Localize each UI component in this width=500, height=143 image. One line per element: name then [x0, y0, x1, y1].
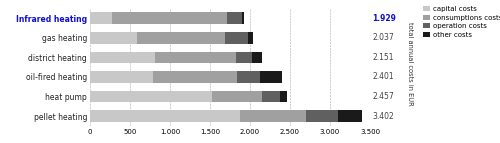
Text: 2.151: 2.151 [372, 53, 394, 62]
Text: 2.037: 2.037 [372, 33, 394, 42]
Bar [248, 32, 253, 44]
Bar [260, 71, 282, 83]
Bar [236, 52, 252, 63]
Bar [237, 71, 260, 83]
Text: 2.401: 2.401 [372, 73, 394, 82]
Text: total annual costs in EUR: total annual costs in EUR [407, 22, 413, 106]
Bar [155, 52, 236, 63]
Bar [212, 91, 262, 102]
Bar [90, 52, 155, 63]
Bar [252, 52, 262, 63]
Bar [280, 91, 286, 102]
Bar [227, 12, 242, 24]
Text: 2.457: 2.457 [372, 92, 394, 101]
Bar [306, 110, 338, 122]
Text: 1.929: 1.929 [372, 14, 396, 23]
Bar [137, 32, 225, 44]
Bar [338, 110, 362, 122]
Bar [90, 32, 137, 44]
Bar [240, 110, 306, 122]
Legend: capital costs, consumptions costs, operation costs, other costs: capital costs, consumptions costs, opera… [424, 6, 500, 38]
Bar [153, 71, 237, 83]
Bar [225, 32, 248, 44]
Bar [262, 91, 280, 102]
Bar [90, 110, 240, 122]
Bar [90, 71, 153, 83]
Text: 3.402: 3.402 [372, 112, 394, 121]
Bar [112, 12, 227, 24]
Bar [90, 12, 112, 24]
Bar [90, 91, 212, 102]
Bar [242, 12, 244, 24]
